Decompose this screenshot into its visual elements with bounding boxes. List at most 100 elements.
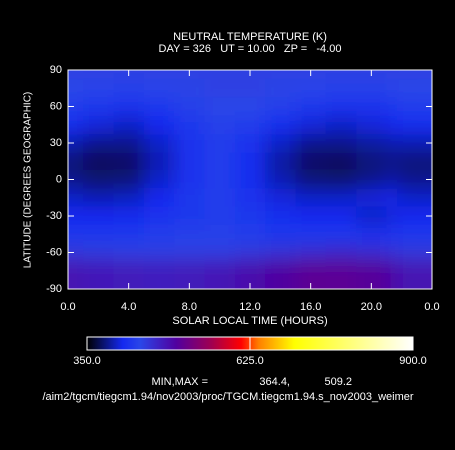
heat-cell <box>204 115 236 135</box>
heat-cell <box>325 133 357 153</box>
y-tick-label: 30 <box>50 137 62 149</box>
heat-cell <box>356 188 387 208</box>
heat-cell <box>325 115 357 135</box>
x-tick-label: 0.0 <box>60 301 75 313</box>
heat-cell <box>174 97 205 117</box>
heat-cell <box>83 115 114 135</box>
file-path: /aim2/tgcm/tiegcm1.94/nov2003/proc/TGCM.… <box>42 391 413 403</box>
heat-cell <box>143 259 175 289</box>
heat-cell <box>143 133 175 153</box>
heat-cell <box>356 115 387 135</box>
heat-cell <box>113 115 145 135</box>
heat-cell <box>265 133 296 153</box>
heat-cell <box>295 206 327 226</box>
heat-cell <box>265 243 296 263</box>
heat-cell <box>204 206 236 226</box>
heat-cell <box>396 115 432 135</box>
heat-cell <box>174 115 205 135</box>
heat-cell <box>265 115 296 135</box>
x-tick-label: 0.0 <box>424 301 439 313</box>
chart-subtitle: DAY = 326 UT = 10.00 ZP = -4.00 <box>159 43 342 55</box>
y-tick-label: -60 <box>46 246 62 258</box>
heat-cell <box>204 152 236 171</box>
heat-cell <box>265 79 296 98</box>
y-tick-label: -30 <box>46 210 62 222</box>
heat-cell <box>356 79 387 98</box>
heat-cell <box>113 225 145 244</box>
heat-cell <box>83 225 114 244</box>
heat-cell <box>83 259 114 289</box>
heat-cell <box>113 97 145 117</box>
heat-cell <box>234 152 266 171</box>
heat-cell <box>83 79 114 98</box>
y-tick-label: -90 <box>46 283 62 295</box>
heat-cell <box>174 133 205 153</box>
heat-cell <box>356 133 387 153</box>
heat-cell <box>295 79 327 98</box>
heat-cell <box>356 97 387 117</box>
y-tick-label: 60 <box>50 100 62 112</box>
heat-cell <box>396 206 432 226</box>
heat-cell <box>396 152 432 171</box>
heat-cell <box>295 152 327 171</box>
heat-cell <box>174 170 205 190</box>
heat-cell <box>295 225 327 244</box>
heat-cell <box>325 79 357 98</box>
heat-cell <box>143 152 175 171</box>
heat-cell <box>174 243 205 263</box>
heat-cell <box>143 206 175 226</box>
heat-cell <box>83 206 114 226</box>
heat-cell <box>83 243 114 263</box>
x-tick-label: 12.0 <box>239 301 260 313</box>
heat-cell <box>234 170 266 190</box>
heat-cell <box>325 97 357 117</box>
heat-cell <box>204 133 236 153</box>
heat-cell <box>204 188 236 208</box>
heat-cell <box>396 243 432 263</box>
heat-cell <box>143 243 175 263</box>
heat-cell <box>204 79 236 98</box>
heat-cell <box>234 243 266 263</box>
minmax-label: MIN,MAX = <box>151 376 208 388</box>
min-value: 364.4, <box>259 376 290 388</box>
y-axis-label: LATITUDE (DEGREES GEOGRAPHIC) <box>23 92 34 269</box>
heat-cell <box>325 152 357 171</box>
heat-cell <box>396 188 432 208</box>
heat-cell <box>325 225 357 244</box>
heat-cell <box>83 133 114 153</box>
heat-cell <box>113 206 145 226</box>
heat-cell <box>356 225 387 244</box>
heat-cell <box>174 188 205 208</box>
heat-cell <box>265 188 296 208</box>
x-axis-label: SOLAR LOCAL TIME (HOURS) <box>172 315 327 327</box>
heat-cell <box>356 206 387 226</box>
heat-cell <box>295 133 327 153</box>
heat-cell <box>113 152 145 171</box>
x-tick-label: 16.0 <box>300 301 321 313</box>
heat-cell <box>396 133 432 153</box>
heat-cell <box>265 225 296 244</box>
heat-cell <box>234 97 266 117</box>
heat-cell <box>204 170 236 190</box>
x-tick-label: 20.0 <box>361 301 382 313</box>
heat-cell <box>143 115 175 135</box>
heat-cell <box>204 97 236 117</box>
heat-cell <box>265 97 296 117</box>
heat-cell <box>396 79 432 98</box>
heat-cell <box>234 206 266 226</box>
heat-cell <box>174 225 205 244</box>
heat-cell <box>295 115 327 135</box>
heat-cell <box>265 170 296 190</box>
heat-cell <box>356 152 387 171</box>
heat-cell <box>83 188 114 208</box>
heat-cell <box>234 133 266 153</box>
max-value: 509.2 <box>324 376 352 388</box>
colorbar-tick-label: 900.0 <box>399 355 427 367</box>
heat-cell <box>234 115 266 135</box>
y-tick-label: 0 <box>56 173 62 185</box>
heat-cell <box>295 170 327 190</box>
heat-cell <box>143 97 175 117</box>
heat-cell <box>325 259 357 289</box>
y-tick-label: 90 <box>50 64 62 76</box>
heat-cell <box>204 243 236 263</box>
